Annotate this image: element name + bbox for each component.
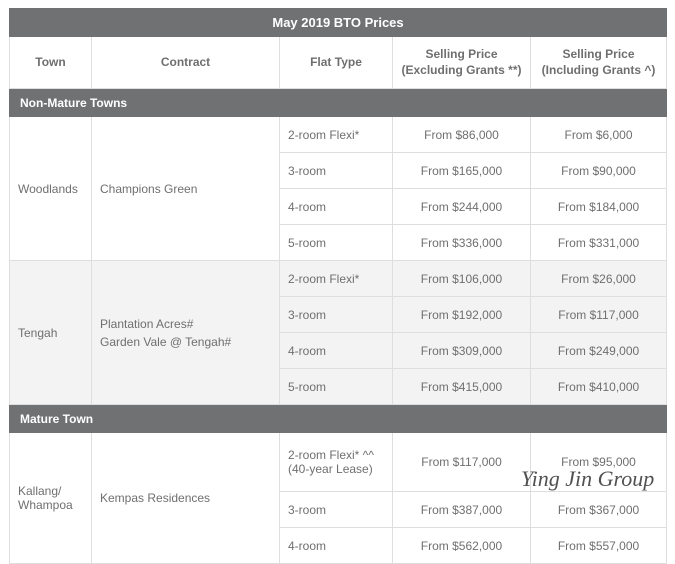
table-body: Non-Mature TownsWoodlandsChampions Green…: [10, 89, 667, 564]
contract-line: Garden Vale @ Tengah#: [100, 335, 231, 349]
table-row: TengahPlantation Acres#Garden Vale @ Ten…: [10, 261, 667, 297]
col-header-flat-type: Flat Type: [280, 37, 393, 89]
section-label: Mature Town: [10, 405, 667, 433]
cell-sp-incl: From $6,000: [531, 117, 667, 153]
title-row: May 2019 BTO Prices: [10, 9, 667, 37]
cell-flat-type: 2-room Flexi*: [280, 261, 393, 297]
cell-sp-incl: From $184,000: [531, 189, 667, 225]
cell-sp-incl: From $90,000: [531, 153, 667, 189]
cell-flat-type: 2-room Flexi*: [280, 117, 393, 153]
cell-sp-excl: From $387,000: [393, 492, 531, 528]
col-header-contract: Contract: [92, 37, 280, 89]
cell-sp-excl: From $86,000: [393, 117, 531, 153]
table-row: WoodlandsChampions Green2-room Flexi*Fro…: [10, 117, 667, 153]
cell-sp-excl: From $244,000: [393, 189, 531, 225]
cell-flat-type: 5-room: [280, 225, 393, 261]
contract-line: Plantation Acres#: [100, 317, 193, 331]
contract-line: Champions Green: [100, 182, 197, 196]
cell-sp-excl: From $117,000: [393, 433, 531, 492]
cell-sp-incl: From $557,000: [531, 528, 667, 564]
col-header-sp-incl: Selling Price (Including Grants ^): [531, 37, 667, 89]
table-container: May 2019 BTO Prices Town Contract Flat T…: [9, 8, 666, 564]
cell-sp-excl: From $415,000: [393, 369, 531, 405]
cell-sp-excl: From $309,000: [393, 333, 531, 369]
cell-flat-type: 3-room: [280, 492, 393, 528]
section-row: Non-Mature Towns: [10, 89, 667, 117]
cell-town: Woodlands: [10, 117, 92, 261]
cell-contract: Kempas Residences: [92, 433, 280, 564]
cell-flat-type: 4-room: [280, 528, 393, 564]
cell-flat-type: 3-room: [280, 153, 393, 189]
cell-sp-incl: From $26,000: [531, 261, 667, 297]
col-header-town: Town: [10, 37, 92, 89]
cell-flat-type: 5-room: [280, 369, 393, 405]
section-row: Mature Town: [10, 405, 667, 433]
cell-flat-type: 4-room: [280, 189, 393, 225]
cell-sp-excl: From $106,000: [393, 261, 531, 297]
cell-town: Kallang/ Whampoa: [10, 433, 92, 564]
contract-line: Kempas Residences: [100, 491, 210, 505]
cell-sp-excl: From $562,000: [393, 528, 531, 564]
cell-flat-type: 4-room: [280, 333, 393, 369]
bto-prices-table: May 2019 BTO Prices Town Contract Flat T…: [9, 8, 667, 564]
cell-sp-incl: From $117,000: [531, 297, 667, 333]
cell-town: Tengah: [10, 261, 92, 405]
cell-sp-incl: From $249,000: [531, 333, 667, 369]
table-title: May 2019 BTO Prices: [10, 9, 667, 37]
cell-flat-type: 3-room: [280, 297, 393, 333]
cell-sp-incl: From $410,000: [531, 369, 667, 405]
cell-contract: Champions Green: [92, 117, 280, 261]
cell-sp-excl: From $336,000: [393, 225, 531, 261]
cell-flat-type: 2-room Flexi* ^^ (40-year Lease): [280, 433, 393, 492]
col-header-sp-excl: Selling Price (Excluding Grants **): [393, 37, 531, 89]
cell-sp-incl: From $331,000: [531, 225, 667, 261]
cell-sp-excl: From $192,000: [393, 297, 531, 333]
cell-sp-incl: From $367,000: [531, 492, 667, 528]
column-header-row: Town Contract Flat Type Selling Price (E…: [10, 37, 667, 89]
cell-sp-incl: From $95,000: [531, 433, 667, 492]
table-row: Kallang/ WhampoaKempas Residences2-room …: [10, 433, 667, 492]
cell-contract: Plantation Acres# Garden Vale @ Tengah#: [92, 261, 280, 405]
section-label: Non-Mature Towns: [10, 89, 667, 117]
cell-sp-excl: From $165,000: [393, 153, 531, 189]
